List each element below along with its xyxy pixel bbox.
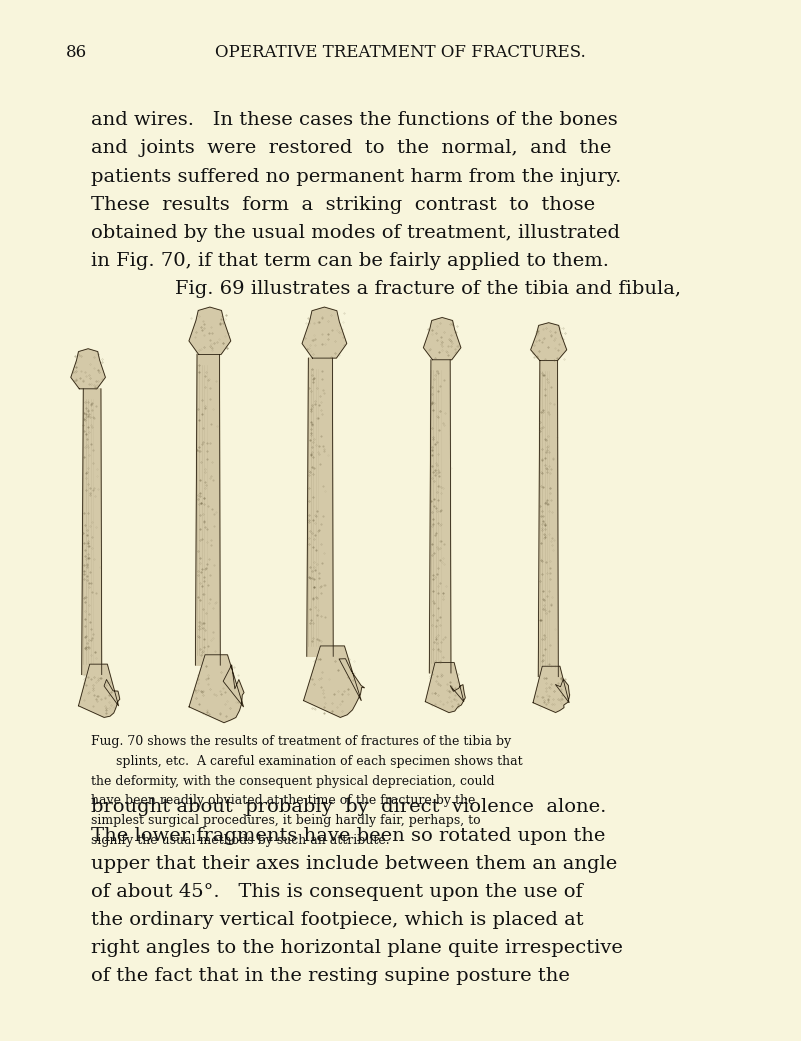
Polygon shape xyxy=(307,358,333,657)
Polygon shape xyxy=(70,349,106,389)
Text: the deformity, with the consequent physical depreciation, could: the deformity, with the consequent physi… xyxy=(91,775,494,787)
Text: upper that their axes include between them an angle: upper that their axes include between th… xyxy=(91,855,617,872)
Polygon shape xyxy=(533,666,570,712)
Text: Fig. 69 illustrates a fracture of the tibia and fibula,: Fig. 69 illustrates a fracture of the ti… xyxy=(175,280,681,298)
Text: OPERATIVE TREATMENT OF FRACTURES.: OPERATIVE TREATMENT OF FRACTURES. xyxy=(215,44,586,60)
Text: The lower fragments have been so rotated upon the: The lower fragments have been so rotated… xyxy=(91,827,605,844)
Polygon shape xyxy=(531,323,567,360)
Text: of the fact that in the resting supine posture the: of the fact that in the resting supine p… xyxy=(91,967,570,985)
Polygon shape xyxy=(429,360,451,674)
Text: patients suffered no permanent harm from the injury.: patients suffered no permanent harm from… xyxy=(91,168,621,185)
Text: have been readily obviated at the time of the fracture by the: have been readily obviated at the time o… xyxy=(91,794,475,807)
Polygon shape xyxy=(82,389,102,675)
Text: obtained by the usual modes of treatment, illustrated: obtained by the usual modes of treatment… xyxy=(91,224,619,242)
Text: in Fig. 70, if that term can be fairly applied to them.: in Fig. 70, if that term can be fairly a… xyxy=(91,252,609,270)
Text: signify the usual methods by such an attribute.: signify the usual methods by such an att… xyxy=(91,834,389,846)
Text: These  results  form  a  striking  contrast  to  those: These results form a striking contrast t… xyxy=(91,196,594,213)
Text: right angles to the horizontal plane quite irrespective: right angles to the horizontal plane qui… xyxy=(91,939,622,957)
Polygon shape xyxy=(195,354,220,665)
Polygon shape xyxy=(189,655,244,722)
Polygon shape xyxy=(302,307,347,358)
Text: splints, etc.  A careful examination of each specimen shows that: splints, etc. A careful examination of e… xyxy=(116,755,523,767)
Text: and wires.   In these cases the functions of the bones: and wires. In these cases the functions … xyxy=(91,111,618,129)
Text: 86: 86 xyxy=(66,44,87,60)
Text: brought about  probably  by  direct  violence  alone.: brought about probably by direct violenc… xyxy=(91,798,606,816)
Text: of about 45°.   This is consequent upon the use of: of about 45°. This is consequent upon th… xyxy=(91,883,582,900)
Text: Fɯg. 70 shows the results of treatment of fractures of the tibia by: Fɯg. 70 shows the results of treatment o… xyxy=(91,735,511,747)
Polygon shape xyxy=(538,360,558,677)
Text: simplest surgical procedures, it being hardly fair, perhaps, to: simplest surgical procedures, it being h… xyxy=(91,814,480,827)
Polygon shape xyxy=(425,663,465,713)
Polygon shape xyxy=(189,307,231,354)
Text: and  joints  were  restored  to  the  normal,  and  the: and joints were restored to the normal, … xyxy=(91,139,611,157)
Polygon shape xyxy=(304,645,364,717)
Polygon shape xyxy=(78,664,120,717)
Polygon shape xyxy=(424,318,461,360)
Text: the ordinary vertical footpiece, which is placed at: the ordinary vertical footpiece, which i… xyxy=(91,911,583,929)
